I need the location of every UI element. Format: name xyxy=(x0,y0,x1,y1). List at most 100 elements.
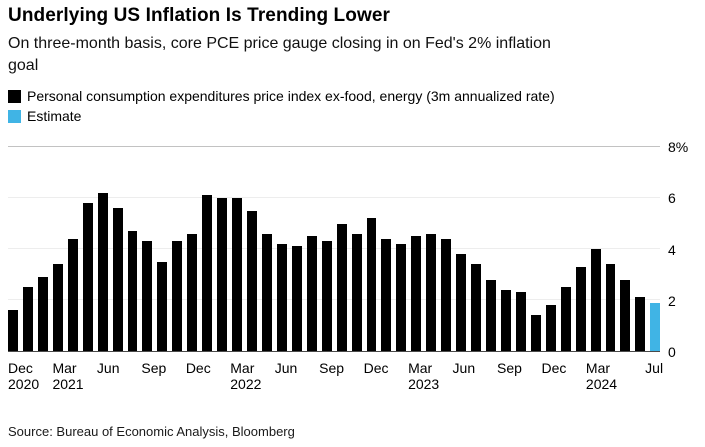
bar-dec-2023 xyxy=(545,305,556,351)
bar-jul-2023 xyxy=(471,264,481,351)
chart-title: Underlying US Inflation Is Trending Lowe… xyxy=(8,5,391,26)
x-axis: Dec 2020 Mar 2021 Jun Sep Dec Mar 2022 Jun Sep Dec M… xyxy=(8,353,663,393)
legend-label-actual: Personal consumption expenditures price … xyxy=(27,88,555,104)
x-axis-tick-jun: Jun xyxy=(453,360,476,376)
x-tick-month-label: Jun xyxy=(274,360,298,376)
bar-oct-2023 xyxy=(515,292,526,351)
bar-apr-2023 xyxy=(426,233,437,351)
bar-nov-2021 xyxy=(172,241,183,351)
x-axis-tick-dec: Dec xyxy=(364,360,389,376)
bar-jan-2023 xyxy=(381,238,392,351)
bar-dec-2020 xyxy=(8,310,18,351)
legend-label-estimate: Estimate xyxy=(27,108,82,124)
bar-jul-2022 xyxy=(291,246,302,351)
x-axis-tick-mar-2023: Mar 2023 xyxy=(408,360,439,392)
bar-apr-2022 xyxy=(247,210,257,351)
x-axis-tick-jun: Jun xyxy=(275,360,298,376)
x-tick-month-label: Sep xyxy=(141,360,167,376)
x-axis-tick-jul: Jul xyxy=(645,360,663,376)
x-tick-year-label: 2020 xyxy=(8,376,40,392)
bar-aug-2021 xyxy=(127,231,138,351)
y-axis-label-8: 8% xyxy=(668,139,689,155)
bar-jul-2021 xyxy=(112,208,123,351)
bar-sep-2022 xyxy=(321,241,332,351)
bar-mar-2024 xyxy=(590,249,601,351)
bar-sep-2023 xyxy=(500,289,511,351)
x-tick-month-label: Jun xyxy=(452,360,476,376)
bar-jun-2022 xyxy=(276,243,287,351)
x-tick-month-label: Jul xyxy=(645,360,664,376)
estimate-bar-jul-2024 xyxy=(650,302,661,351)
x-tick-month-label: Mar xyxy=(52,360,77,376)
legend-item-estimate: Estimate xyxy=(8,106,555,126)
x-tick-month-label: Sep xyxy=(497,360,522,376)
bar-chart: 8% 6 4 2 0 Dec 2020 Mar 2021 Jun Sep Dec Mar 2022 Jun… xyxy=(0,140,705,393)
y-axis-label-0: 0 xyxy=(668,344,676,360)
bar-oct-2021 xyxy=(157,261,168,351)
bar-jun-2024 xyxy=(635,297,646,351)
bar-mar-2023 xyxy=(411,236,422,351)
bar-feb-2023 xyxy=(396,243,407,351)
x-tick-month-label: Mar xyxy=(585,360,611,376)
bar-may-2023 xyxy=(441,238,452,351)
x-axis-tick-mar-2024: Mar 2024 xyxy=(586,360,617,392)
bar-feb-2024 xyxy=(575,266,586,351)
x-axis-tick-mar-2021: Mar 2021 xyxy=(52,360,83,392)
x-tick-year-label: 2023 xyxy=(408,376,440,392)
bar-aug-2022 xyxy=(306,236,317,351)
y-axis-label-2: 2 xyxy=(668,292,676,309)
x-axis-tick-dec: Dec xyxy=(186,360,211,376)
bar-dec-2021 xyxy=(187,233,198,351)
bar-feb-2021 xyxy=(37,277,48,351)
y-axis-label-6: 6 xyxy=(668,190,676,207)
x-axis-tick-sep: Sep xyxy=(141,360,166,376)
bar-feb-2022 xyxy=(217,198,228,351)
gridline-4 xyxy=(8,248,660,249)
gridline-6 xyxy=(8,197,660,198)
legend: Personal consumption expenditures price … xyxy=(8,86,555,126)
bar-jan-2024 xyxy=(560,287,571,351)
bar-sep-2021 xyxy=(142,241,153,351)
bar-jan-2022 xyxy=(202,195,213,351)
x-axis-tick-dec: Dec xyxy=(541,360,566,376)
x-tick-month-label: Sep xyxy=(319,360,345,376)
x-tick-year-label: 2021 xyxy=(52,376,84,392)
x-tick-year-label: 2022 xyxy=(230,376,262,392)
bar-apr-2021 xyxy=(67,238,78,351)
bar-mar-2021 xyxy=(52,264,63,351)
x-tick-month-label: Dec xyxy=(541,360,567,376)
blue-square-swatch-icon xyxy=(8,109,21,123)
bars-group xyxy=(8,147,661,351)
plot-area xyxy=(8,146,661,352)
x-tick-month-label: Dec xyxy=(363,360,389,376)
x-tick-month-label: Mar xyxy=(408,360,433,376)
bar-nov-2022 xyxy=(351,233,362,351)
bar-jun-2021 xyxy=(97,192,108,351)
bar-jan-2021 xyxy=(22,287,33,351)
bar-dec-2022 xyxy=(366,218,377,351)
gridline-2 xyxy=(8,299,660,300)
x-axis-tick-sep: Sep xyxy=(497,360,522,376)
x-axis-tick-dec-2020: Dec 2020 xyxy=(8,360,39,392)
bar-apr-2024 xyxy=(605,264,616,351)
x-tick-month-label: Jun xyxy=(96,360,120,376)
bar-may-2022 xyxy=(261,233,272,351)
y-axis-label-4: 4 xyxy=(668,241,676,258)
x-axis-tick-mar-2022: Mar 2022 xyxy=(230,360,261,392)
bar-may-2024 xyxy=(620,279,631,351)
legend-item-actual: Personal consumption expenditures price … xyxy=(8,86,555,106)
x-axis-tick-sep: Sep xyxy=(319,360,344,376)
bar-may-2021 xyxy=(82,203,93,351)
x-tick-month-label: Dec xyxy=(185,360,211,376)
x-tick-month-label: Mar xyxy=(230,360,255,376)
bar-jun-2023 xyxy=(456,254,467,351)
x-tick-month-label: Dec xyxy=(8,360,33,376)
source-note: Source: Bureau of Economic Analysis, Blo… xyxy=(8,424,295,439)
black-square-swatch-icon xyxy=(8,89,21,103)
y-axis: 8% 6 4 2 0 xyxy=(668,140,704,359)
bar-oct-2022 xyxy=(336,223,347,351)
chart-subtitle: On three-month basis, core PCE price gau… xyxy=(8,35,551,74)
x-axis-tick-jun: Jun xyxy=(97,360,120,376)
gridline-8 xyxy=(8,146,660,147)
